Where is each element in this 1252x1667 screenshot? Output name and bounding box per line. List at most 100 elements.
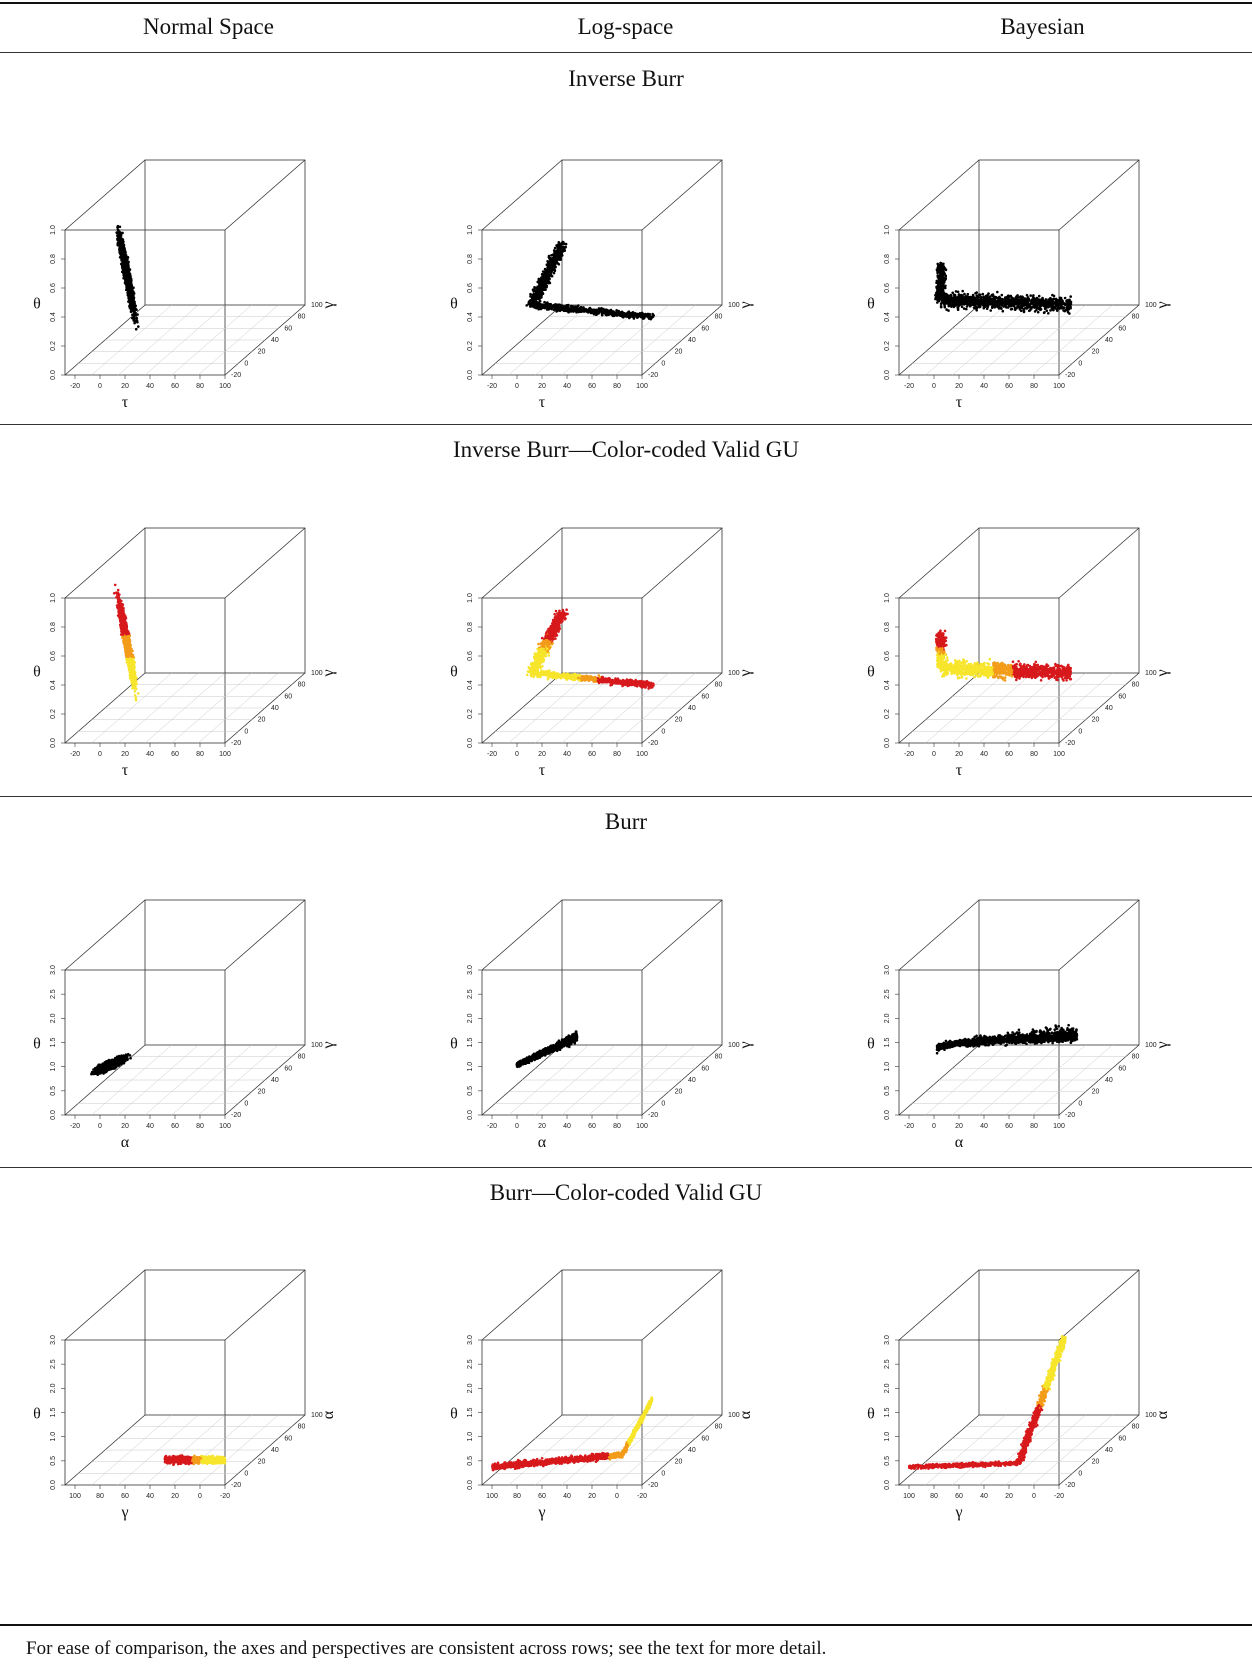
scatter-point — [943, 277, 946, 281]
scatter-point — [1038, 303, 1041, 307]
scatter-point — [975, 309, 978, 312]
scatter-point — [961, 289, 964, 293]
scatter-point — [129, 288, 133, 292]
scatter-point — [956, 308, 960, 311]
scatter-point — [556, 256, 559, 260]
z-tick-label: 0.8 — [50, 254, 57, 264]
scatter-point — [541, 281, 544, 285]
scatter-point — [591, 310, 594, 314]
scatter-point — [132, 304, 135, 308]
scatter-point — [966, 298, 970, 301]
scatter-point — [943, 305, 947, 309]
scatter-point — [966, 292, 970, 296]
scatter-point — [998, 302, 1002, 305]
scatter-point — [978, 304, 982, 307]
z-axis-label: θ — [33, 664, 41, 681]
scatter-point — [640, 314, 644, 317]
floor-grid — [78, 672, 292, 744]
scatter-point — [126, 256, 130, 259]
scatter-point — [960, 293, 963, 297]
scatter-point — [638, 313, 641, 317]
scatter-point — [1026, 300, 1029, 303]
top-rule — [0, 2, 1252, 4]
scatter-point — [1048, 299, 1052, 302]
scatter-point — [542, 288, 546, 291]
scatter-point — [1047, 312, 1050, 315]
scatter-point — [622, 313, 625, 317]
scatter-point — [137, 692, 140, 695]
scatter-point — [954, 304, 957, 307]
scatter-point — [576, 310, 579, 314]
z-tick-label: 0.0 — [50, 370, 57, 380]
scatter-point — [934, 297, 937, 301]
scatter-point — [967, 302, 971, 305]
scatter-point — [1027, 309, 1031, 313]
scatter-point — [936, 284, 940, 287]
scatter-point — [130, 303, 133, 306]
scatter-point — [544, 279, 548, 283]
scatter-point — [118, 247, 122, 251]
scatter-point — [1051, 305, 1054, 308]
scatter-point — [944, 296, 948, 300]
scatter-point — [606, 310, 609, 313]
scatter-point — [136, 320, 139, 324]
scatter-point — [556, 303, 560, 307]
y-tick-label: 20 — [258, 349, 266, 356]
scatter-point — [572, 308, 575, 311]
scatter-point — [627, 310, 631, 313]
scatter-point — [535, 286, 538, 290]
scatter-point — [544, 273, 547, 277]
y-tick-label: 20 — [675, 349, 683, 356]
scatter-point — [118, 225, 122, 229]
scatter-point — [936, 266, 940, 269]
scatter-point — [118, 237, 122, 240]
y-tick-label: 0 — [244, 728, 248, 735]
scatter-point — [1005, 295, 1009, 299]
x-tick-label: 0 — [98, 383, 102, 390]
y-tick-label: 0 — [661, 360, 665, 367]
scatter-point — [118, 593, 121, 596]
scatter-point — [1009, 298, 1012, 301]
scatter-point — [983, 302, 986, 306]
x-tick-label: -20 — [70, 383, 80, 390]
scatter-point — [1068, 298, 1071, 302]
z-tick-label: 0.8 — [467, 254, 474, 264]
y-tick-label: 60 — [284, 325, 292, 332]
scatter-point — [622, 316, 625, 319]
scatter-point — [963, 292, 966, 296]
scatter-point — [540, 284, 544, 288]
scatter-point — [620, 310, 624, 314]
x-tick-label: 0 — [98, 751, 102, 758]
scatter-point — [596, 309, 599, 312]
y-tick-label: 100 — [1145, 302, 1157, 309]
scatter-point — [547, 274, 550, 278]
z-axis-label: θ — [450, 296, 458, 313]
scatter-point — [1001, 309, 1005, 313]
plot-inverse-burr-normal: -20 0 20 40 60 80 100 -20 0 20 40 60 80 100 0.0 0.2 0.4 0… — [15, 125, 410, 425]
scatter-point — [1063, 309, 1066, 313]
x-tick-label: 60 — [171, 751, 179, 758]
x-tick-label: 100 — [219, 383, 231, 390]
y-axis-label: γ — [320, 669, 337, 677]
y-tick-label: 0 — [244, 360, 248, 367]
scatter-point — [1016, 302, 1020, 305]
scatter-point — [965, 307, 968, 311]
scatter-point — [967, 295, 970, 299]
scatter-point — [535, 294, 538, 297]
plot-inverse-burr-bayesian: -20 0 20 40 60 80 100 -20 0 20 40 60 80 100 0.0 0.2 0.4 0… — [849, 125, 1244, 425]
scatter-point — [1063, 302, 1067, 305]
scatter-point — [1033, 301, 1036, 305]
scatter-point — [566, 304, 569, 308]
scatter-point — [127, 281, 131, 284]
scatter-point — [1027, 298, 1031, 302]
y-tick-label: 80 — [298, 314, 306, 321]
y-tick-label: -20 — [1065, 372, 1075, 379]
scatter-point — [935, 291, 938, 295]
scatter-point — [134, 327, 138, 331]
scatter-point — [1045, 303, 1049, 306]
scatter-point — [126, 273, 129, 277]
scatter-point — [600, 313, 604, 317]
scatter-point — [116, 225, 119, 229]
scatter-point — [960, 305, 964, 308]
